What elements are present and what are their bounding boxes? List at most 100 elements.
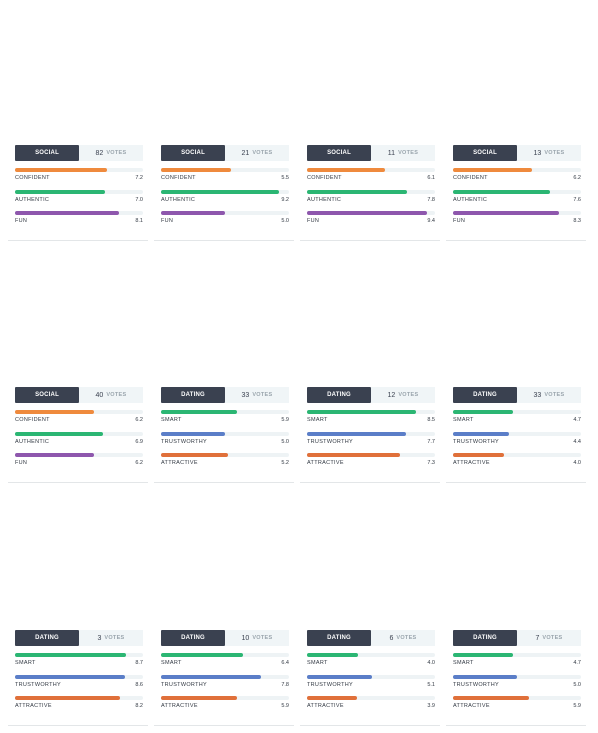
metric-score: 8.2	[135, 703, 143, 709]
metric-score: 7.8	[427, 196, 435, 203]
metric-score: 8.5	[427, 417, 435, 423]
category-badge: DATING	[161, 630, 225, 646]
rating-card[interactable]: DATING 6 VOTES SMART 4.0 TRUSTWORTHY 5.1 ATTRAC…	[302, 630, 442, 718]
score-bar-track	[453, 168, 581, 172]
metric-label: AUTHENTIC	[161, 196, 196, 203]
rating-card[interactable]: SOCIAL 21 VOTES CONFIDENT 5.5 AUTHENTIC 9.2 FUN…	[156, 145, 296, 233]
score-bar-track	[307, 653, 435, 657]
metric-label: ATTRACTIVE	[307, 460, 344, 466]
metric-label: SMART	[161, 660, 182, 666]
score-bar-track	[453, 453, 581, 457]
rating-card[interactable]: DATING 7 VOTES SMART 4.7 TRUSTWORTHY 5.0 ATTRAC…	[448, 630, 588, 718]
rating-card[interactable]: SOCIAL 13 VOTES CONFIDENT 6.2 AUTHENTIC 7.6 FUN…	[448, 145, 588, 233]
votes-label: VOTES	[106, 392, 127, 398]
score-bar-track	[307, 674, 435, 679]
metric-fun: FUN 9.4	[307, 211, 435, 233]
score-bar-track	[161, 168, 289, 172]
score-bar-track	[307, 189, 435, 194]
card-divider	[446, 482, 586, 483]
metric-authentic: AUTHENTIC 7.0	[15, 189, 143, 212]
rating-card[interactable]: DATING 12 VOTES SMART 8.5 TRUSTWORTHY 7.7 ATTRA…	[302, 387, 442, 475]
metric-score: 4.7	[573, 660, 581, 666]
metric-label: AUTHENTIC	[15, 196, 50, 203]
metric-confident: CONFIDENT 6.2	[15, 410, 143, 432]
metric-score: 8.7	[135, 660, 143, 666]
votes-number: 82	[95, 149, 104, 157]
metric-score: 6.4	[281, 660, 289, 666]
rating-card[interactable]: DATING 3 VOTES SMART 8.7 TRUSTWORTHY 8.6 ATTRAC…	[10, 630, 150, 718]
metric-label: CONFIDENT	[15, 417, 50, 423]
metric-trustworthy: TRUSTWORTHY 7.8	[161, 674, 289, 697]
score-bar-fill	[307, 168, 386, 172]
rating-card[interactable]: DATING 33 VOTES SMART 4.7 TRUSTWORTHY 4.4 ATTRA…	[448, 387, 588, 475]
score-bar-fill	[307, 653, 359, 657]
rating-card[interactable]: DATING 33 VOTES SMART 5.9 TRUSTWORTHY 5.0 ATTRA…	[156, 387, 296, 475]
score-bar-track	[453, 653, 581, 657]
score-bar-fill	[161, 674, 261, 679]
metric-score: 5.0	[573, 681, 581, 688]
metric-trustworthy: TRUSTWORTHY 5.0	[453, 674, 581, 697]
score-bar-fill	[453, 453, 505, 457]
score-bar-track	[15, 410, 143, 414]
score-bar-fill	[453, 674, 517, 679]
rating-card[interactable]: SOCIAL 40 VOTES CONFIDENT 6.2 AUTHENTIC 6.9 FUN…	[10, 387, 150, 475]
score-bar-track	[307, 410, 435, 414]
metric-label: FUN	[307, 218, 320, 224]
score-bar-track	[161, 410, 289, 414]
score-bar-fill	[453, 168, 533, 172]
votes-number: 10	[241, 634, 250, 642]
card-divider	[154, 482, 294, 483]
card-header: SOCIAL 13 VOTES	[453, 145, 581, 161]
votes-number: 33	[533, 391, 542, 399]
score-bar-track	[15, 168, 143, 172]
card-header: SOCIAL 82 VOTES	[15, 145, 143, 161]
score-bar-fill	[161, 431, 225, 436]
score-bar-fill	[453, 696, 529, 700]
metric-score: 7.7	[427, 438, 435, 445]
metric-score: 5.1	[427, 681, 435, 688]
score-bar-fill	[307, 674, 373, 679]
score-bar-track	[161, 431, 289, 436]
metric-smart: SMART 4.7	[453, 653, 581, 675]
rating-card[interactable]: SOCIAL 82 VOTES CONFIDENT 7.2 AUTHENTIC 7.0 FUN…	[10, 145, 150, 233]
metric-attractive: ATTRACTIVE 5.9	[453, 696, 581, 718]
metric-score: 5.2	[281, 460, 289, 466]
votes-label: VOTES	[398, 150, 419, 156]
score-bar-track	[161, 453, 289, 457]
score-bar-track	[161, 211, 289, 215]
rating-card[interactable]: SOCIAL 11 VOTES CONFIDENT 6.1 AUTHENTIC 7.8 FUN…	[302, 145, 442, 233]
score-bar-fill	[161, 189, 279, 194]
category-badge: SOCIAL	[307, 145, 371, 161]
votes-count: 40 VOTES	[79, 387, 143, 403]
rating-card[interactable]: DATING 10 VOTES SMART 6.4 TRUSTWORTHY 7.8 ATTRA…	[156, 630, 296, 718]
metric-confident: CONFIDENT 6.1	[307, 168, 435, 190]
score-bar-track	[453, 211, 581, 215]
category-badge: DATING	[307, 630, 371, 646]
metric-label: ATTRACTIVE	[161, 460, 198, 466]
card-divider	[8, 482, 148, 483]
votes-number: 3	[97, 634, 102, 642]
metric-smart: SMART 8.5	[307, 410, 435, 432]
metric-label: CONFIDENT	[161, 175, 196, 181]
metric-authentic: AUTHENTIC 7.6	[453, 189, 581, 212]
metric-label: CONFIDENT	[307, 175, 342, 181]
card-divider	[300, 725, 440, 726]
votes-count: 7 VOTES	[517, 630, 581, 646]
metric-label: ATTRACTIVE	[307, 703, 344, 709]
votes-number: 11	[387, 149, 396, 157]
votes-count: 13 VOTES	[517, 145, 581, 161]
card-divider	[8, 725, 148, 726]
card-header: DATING 33 VOTES	[161, 387, 289, 403]
category-badge: DATING	[453, 630, 517, 646]
score-bar-track	[15, 653, 143, 657]
score-bar-fill	[307, 211, 428, 215]
metric-fun: FUN 5.0	[161, 211, 289, 233]
metric-score: 5.0	[281, 218, 289, 224]
score-bar-track	[307, 168, 435, 172]
metric-label: ATTRACTIVE	[453, 460, 490, 466]
score-bar-track	[161, 189, 289, 194]
card-header: DATING 12 VOTES	[307, 387, 435, 403]
metric-label: CONFIDENT	[453, 175, 488, 181]
votes-count: 21 VOTES	[225, 145, 289, 161]
metric-smart: SMART 4.0	[307, 653, 435, 675]
